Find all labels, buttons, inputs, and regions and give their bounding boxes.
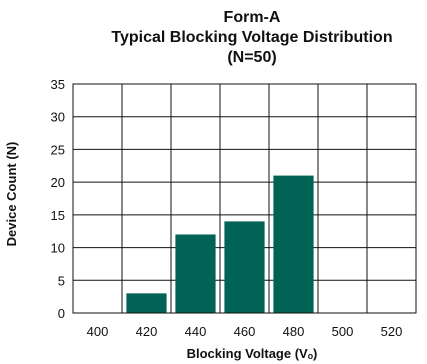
- x-tick-label: 480: [283, 324, 305, 339]
- y-axis-label: Device Count (N): [4, 142, 19, 247]
- x-tick-label: 400: [87, 324, 109, 339]
- x-tick-labels: 400 420 440 460 480 500 520: [87, 324, 403, 339]
- x-tick-label: 440: [185, 324, 207, 339]
- bar-440: [175, 234, 216, 313]
- bars: [126, 175, 314, 313]
- x-axis-label: Blocking Voltage (Vₒ): [187, 346, 318, 361]
- x-tick-label: 500: [332, 324, 354, 339]
- x-tick-label: 420: [136, 324, 158, 339]
- x-tick-label: 460: [234, 324, 256, 339]
- grid: [73, 83, 416, 314]
- y-tick-label: 15: [51, 208, 65, 223]
- y-tick-label: 5: [58, 273, 65, 288]
- y-tick-label: 10: [51, 241, 65, 256]
- y-tick-label: 20: [51, 175, 65, 190]
- chart-title-line-2: Typical Blocking Voltage Distribution: [111, 29, 392, 46]
- y-tick-label: 35: [51, 77, 65, 92]
- chart-title-line-1: Form-A: [224, 9, 281, 26]
- x-tick-label: 520: [381, 324, 403, 339]
- plot-frame: [72, 83, 417, 314]
- y-tick-label: 25: [51, 142, 65, 157]
- bar-460: [224, 221, 265, 313]
- y-tick-label: 30: [51, 110, 65, 125]
- chart-title-line-3: (N=50): [227, 49, 276, 66]
- y-tick-label: 0: [58, 306, 65, 321]
- y-tick-labels: 0 5 10 15 20 25 30 35: [51, 77, 65, 321]
- bar-420: [126, 293, 167, 313]
- bar-480: [273, 175, 314, 313]
